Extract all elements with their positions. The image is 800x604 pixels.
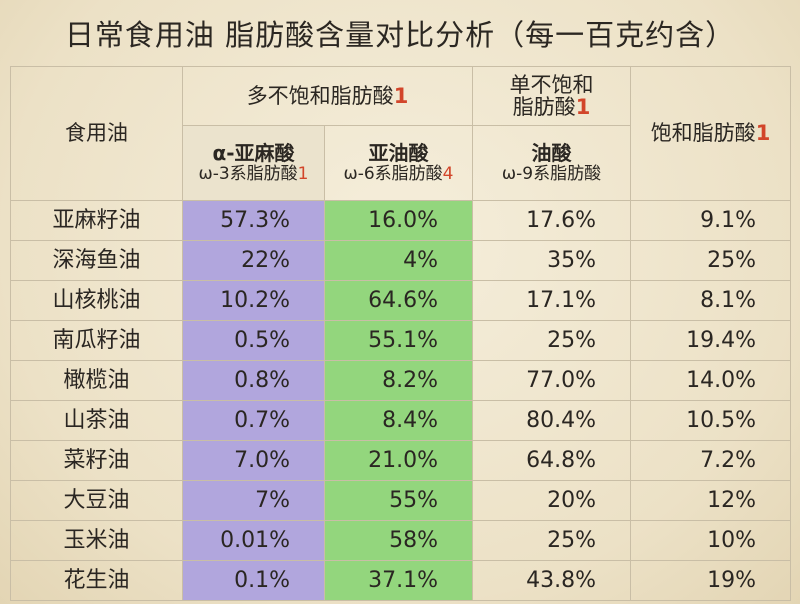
la-value: 55.1% <box>324 320 473 361</box>
oil-name: 花生油 <box>10 560 183 601</box>
la-value: 37.1% <box>324 560 473 601</box>
oa-value: 20% <box>472 480 631 521</box>
la-value: 21.0% <box>324 440 473 481</box>
oil-name: 橄榄油 <box>10 360 183 401</box>
table-row: 山核桃油 10.2% 64.6% 17.1% 8.1% <box>10 280 791 321</box>
saturated-value: 7.2% <box>630 440 791 481</box>
ala-value: 22% <box>182 240 325 281</box>
oil-name: 大豆油 <box>10 480 183 521</box>
page-title: 日常食用油 脂肪酸含量对比分析（每一百克约含） <box>64 18 736 52</box>
header-oa-name: 油酸 <box>531 140 572 165</box>
table-row: 南瓜籽油 0.5% 55.1% 25% 19.4% <box>10 320 791 361</box>
oil-name: 亚麻籽油 <box>10 200 183 241</box>
table-row: 大豆油 7% 55% 20% 12% <box>10 480 791 521</box>
header-mono-line1: 单不饱和 <box>509 72 594 97</box>
ala-value: 0.1% <box>182 560 325 601</box>
table-row: 橄榄油 0.8% 8.2% 77.0% 14.0% <box>10 360 791 401</box>
oa-value: 64.8% <box>472 440 631 481</box>
header-la-name: 亚油酸 <box>368 140 429 165</box>
header-ala-sub: ω-3系脂肪酸 <box>198 163 298 184</box>
oa-value: 25% <box>472 520 631 561</box>
table-row: 亚麻籽油 57.3% 16.0% 17.6% 9.1% <box>10 200 791 241</box>
header-ala-note: 1 <box>297 163 309 184</box>
header-oa: 油酸 ω-9系脂肪酸 <box>472 125 631 201</box>
header-ala: α-亚麻酸 ω-3系脂肪酸1 <box>182 125 325 201</box>
oa-value: 80.4% <box>472 400 631 441</box>
header-mono: 单不饱和 脂肪酸1 <box>472 66 631 126</box>
saturated-value: 19% <box>630 560 791 601</box>
oil-name: 菜籽油 <box>10 440 183 481</box>
table-body: 亚麻籽油 57.3% 16.0% 17.6% 9.1% 深海鱼油 22% 4% … <box>10 200 791 601</box>
oa-value: 35% <box>472 240 631 281</box>
ala-value: 0.01% <box>182 520 325 561</box>
header-poly: 多不饱和脂肪酸1 <box>182 66 473 126</box>
ala-value: 7.0% <box>182 440 325 481</box>
saturated-value: 14.0% <box>630 360 791 401</box>
oa-value: 17.1% <box>472 280 631 321</box>
header-oa-sub: ω-9系脂肪酸 <box>501 163 602 184</box>
header-oil: 食用油 <box>10 66 183 201</box>
oa-value: 25% <box>472 320 631 361</box>
header-poly-note: 1 <box>393 83 409 108</box>
header-mono-note: 1 <box>575 95 591 119</box>
la-value: 8.2% <box>324 360 473 401</box>
header-poly-label: 多不饱和脂肪酸 <box>246 83 394 108</box>
ala-value: 57.3% <box>182 200 325 241</box>
header-mono-line2: 脂肪酸 <box>512 95 576 119</box>
saturated-value: 25% <box>630 240 791 281</box>
table-row: 花生油 0.1% 37.1% 43.8% 19% <box>10 560 791 601</box>
saturated-value: 19.4% <box>630 320 791 361</box>
la-value: 8.4% <box>324 400 473 441</box>
table-row: 深海鱼油 22% 4% 35% 25% <box>10 240 791 281</box>
oil-name: 南瓜籽油 <box>10 320 183 361</box>
oa-value: 17.6% <box>472 200 631 241</box>
fatty-acid-table: 食用油 多不饱和脂肪酸1 单不饱和 脂肪酸1 饱和脂肪酸1 α-亚麻酸 ω-3系… <box>10 66 791 601</box>
saturated-value: 12% <box>630 480 791 521</box>
oa-value: 77.0% <box>472 360 631 401</box>
saturated-value: 10.5% <box>630 400 791 441</box>
saturated-value: 10% <box>630 520 791 561</box>
la-value: 55% <box>324 480 473 521</box>
saturated-value: 9.1% <box>630 200 791 241</box>
la-value: 4% <box>324 240 473 281</box>
table-row: 菜籽油 7.0% 21.0% 64.8% 7.2% <box>10 440 791 481</box>
header-oil-label: 食用油 <box>65 121 128 146</box>
saturated-value: 8.1% <box>630 280 791 321</box>
ala-value: 0.5% <box>182 320 325 361</box>
oil-name: 山核桃油 <box>10 280 183 321</box>
ala-value: 10.2% <box>182 280 325 321</box>
header-la: 亚油酸 ω-6系脂肪酸4 <box>324 125 473 201</box>
ala-value: 7% <box>182 480 325 521</box>
oil-name: 山茶油 <box>10 400 183 441</box>
ala-value: 0.8% <box>182 360 325 401</box>
oil-name: 玉米油 <box>10 520 183 561</box>
la-value: 16.0% <box>324 200 473 241</box>
oa-value: 43.8% <box>472 560 631 601</box>
header-la-sub: ω-6系脂肪酸 <box>343 163 443 184</box>
header-saturated-label: 饱和脂肪酸 <box>650 121 756 146</box>
table-row: 玉米油 0.01% 58% 25% 10% <box>10 520 791 561</box>
ala-value: 0.7% <box>182 400 325 441</box>
la-value: 58% <box>324 520 473 561</box>
header-ala-name: α-亚麻酸 <box>212 140 295 165</box>
header-saturated-note: 1 <box>755 121 771 146</box>
table-row: 山茶油 0.7% 8.4% 80.4% 10.5% <box>10 400 791 441</box>
header-saturated: 饱和脂肪酸1 <box>630 66 791 201</box>
la-value: 64.6% <box>324 280 473 321</box>
header-la-note: 4 <box>442 163 454 184</box>
oil-name: 深海鱼油 <box>10 240 183 281</box>
